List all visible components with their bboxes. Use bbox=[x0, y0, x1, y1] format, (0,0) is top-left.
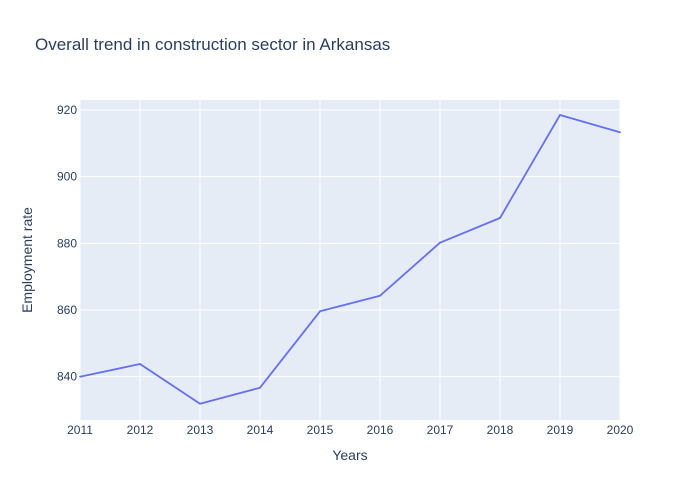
series-layer bbox=[79, 114, 621, 405]
x-tick-label: 2012 bbox=[127, 423, 154, 437]
plot-area bbox=[80, 100, 620, 420]
series-line bbox=[79, 114, 621, 405]
y-tick-label: 920 bbox=[57, 103, 77, 117]
data-point bbox=[319, 310, 321, 313]
data-point bbox=[79, 375, 81, 378]
data-point bbox=[559, 114, 561, 116]
x-tick-label: 2017 bbox=[427, 423, 454, 437]
y-tick-label: 880 bbox=[57, 236, 77, 250]
x-tick-label: 2013 bbox=[187, 423, 214, 437]
data-point bbox=[439, 241, 441, 244]
y-axis-title: Employment rate bbox=[19, 207, 35, 313]
chart-title: Overall trend in construction sector in … bbox=[35, 35, 390, 54]
x-tick-label: 2016 bbox=[367, 423, 394, 437]
y-tick-label: 840 bbox=[57, 370, 77, 384]
x-tick-label: 2011 bbox=[67, 423, 93, 437]
y-tick-label: 900 bbox=[57, 170, 77, 184]
x-tick-label: 2014 bbox=[247, 423, 274, 437]
x-tick-label: 2015 bbox=[307, 423, 334, 437]
data-point bbox=[619, 131, 621, 134]
data-point bbox=[199, 402, 201, 405]
data-point bbox=[259, 386, 261, 389]
x-tick-label: 2019 bbox=[547, 423, 574, 437]
y-tick-label: 860 bbox=[57, 303, 77, 317]
x-tick-label: 2020 bbox=[607, 423, 634, 437]
gridlines bbox=[79, 100, 621, 420]
x-tick-label: 2018 bbox=[487, 423, 514, 437]
data-point bbox=[379, 294, 381, 297]
y-axis-ticks: 840 860 880 900 920 bbox=[57, 103, 77, 384]
data-point bbox=[499, 217, 501, 219]
x-axis-title: Years bbox=[332, 447, 367, 463]
data-point bbox=[139, 363, 141, 365]
x-axis-ticks: 2011 2012 2013 2014 2015 2016 2017 2018 2019 2020 bbox=[67, 423, 634, 437]
